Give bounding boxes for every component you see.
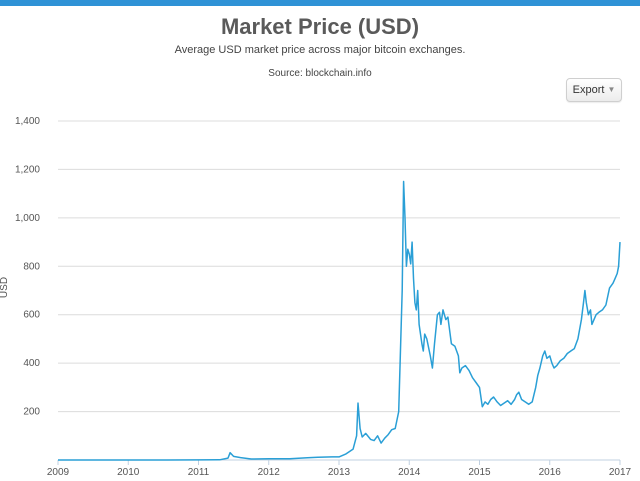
x-tick-label: 2015 bbox=[468, 467, 491, 478]
x-tick-labels: 2009 2010 2011 2012 2013 2014 2015 2016 2017 bbox=[47, 460, 632, 478]
export-button[interactable]: Export ▼ bbox=[566, 78, 622, 102]
x-tick-label: 2010 bbox=[117, 467, 140, 478]
x-tick-label: 2017 bbox=[609, 467, 632, 478]
x-tick-label: 2009 bbox=[47, 467, 70, 478]
chart-title: Market Price (USD) bbox=[220, 14, 420, 39]
chart-subtitle: Average USD market price across major bi… bbox=[174, 44, 466, 56]
accent-top-bar bbox=[0, 0, 640, 6]
y-tick-label: 1,200 bbox=[15, 164, 40, 175]
y-tick-label: 400 bbox=[23, 358, 40, 369]
chevron-down-icon: ▼ bbox=[607, 85, 616, 94]
grid-lines bbox=[58, 120, 620, 461]
x-tick-label: 2016 bbox=[539, 467, 562, 478]
x-tick-label: 2013 bbox=[328, 467, 351, 478]
y-tick-label: 800 bbox=[23, 261, 40, 272]
y-tick-label: 1,000 bbox=[15, 213, 40, 224]
y-tick-label: 600 bbox=[23, 310, 40, 321]
y-tick-labels: 200 400 600 800 1,000 1,200 1,400 bbox=[15, 116, 40, 418]
series-line-market-price bbox=[58, 180, 621, 461]
x-tick-label: 2011 bbox=[188, 467, 210, 478]
y-tick-label: 1,400 bbox=[15, 116, 40, 127]
x-tick-label: 2014 bbox=[398, 467, 421, 478]
chart-source: Source: blockchain.info bbox=[268, 68, 372, 79]
y-tick-label: 200 bbox=[23, 407, 40, 418]
x-tick-label: 2012 bbox=[258, 467, 281, 478]
export-button-label: Export bbox=[572, 84, 605, 96]
